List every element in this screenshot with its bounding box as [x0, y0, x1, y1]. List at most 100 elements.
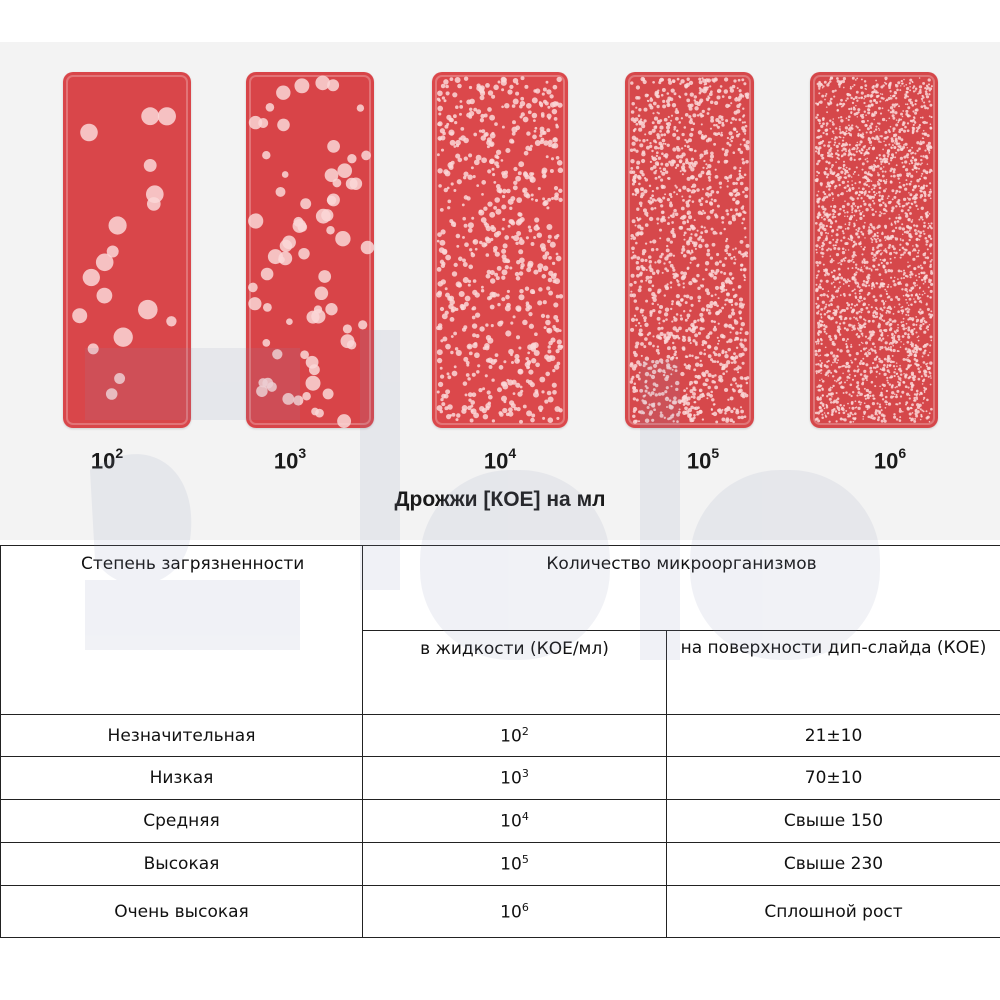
colony: [823, 207, 827, 211]
colony: [848, 187, 851, 190]
colony: [649, 311, 653, 315]
colony: [732, 294, 737, 299]
colony: [743, 226, 747, 230]
colony: [847, 115, 851, 119]
colony: [732, 420, 735, 424]
colony: [669, 162, 675, 167]
colony: [686, 77, 690, 81]
colony: [913, 196, 917, 201]
colony: [860, 190, 864, 195]
colony: [485, 83, 490, 88]
colony: [515, 125, 521, 131]
colony: [822, 211, 826, 214]
colony: [726, 212, 730, 216]
colony: [467, 392, 473, 398]
colony: [459, 100, 463, 103]
colony: [921, 186, 926, 190]
colony: [537, 187, 541, 191]
colony: [874, 345, 876, 348]
colony: [674, 350, 678, 354]
colony: [507, 198, 514, 205]
colony: [860, 341, 863, 344]
colony: [853, 225, 856, 228]
slide-label-2: 103: [230, 445, 350, 474]
colony: [455, 349, 462, 356]
colony: [912, 351, 915, 354]
colony: [929, 289, 933, 293]
colony: [856, 77, 859, 80]
colony: [825, 176, 829, 179]
colony: [473, 341, 478, 346]
colony: [828, 193, 832, 197]
colony: [443, 79, 449, 85]
colony: [728, 272, 733, 276]
colony: [724, 175, 728, 180]
colony: [662, 167, 667, 172]
colony: [870, 103, 874, 107]
colony: [637, 176, 642, 180]
colony: [873, 187, 876, 190]
colony: [649, 142, 652, 145]
colony: [870, 252, 874, 255]
colony: [851, 276, 854, 278]
colony: [825, 235, 828, 237]
colony: [853, 412, 857, 416]
row-level: Очень высокая: [0, 885, 363, 938]
colony: [693, 368, 697, 372]
colony: [854, 205, 857, 207]
colony: [645, 279, 648, 282]
colony: [302, 391, 311, 401]
colony: [823, 412, 826, 414]
colony: [913, 298, 915, 300]
colony: [463, 76, 469, 81]
colony: [929, 260, 932, 263]
colony: [701, 339, 706, 345]
colony: [876, 268, 879, 271]
colony: [356, 104, 365, 112]
colony: [884, 100, 887, 102]
colony: [739, 166, 742, 170]
colony: [923, 391, 926, 393]
colony: [715, 123, 718, 127]
colony: [833, 277, 838, 281]
colony: [685, 387, 688, 390]
colony: [825, 185, 828, 188]
colony: [823, 312, 827, 316]
colony: [451, 306, 457, 312]
colony: [528, 175, 534, 181]
colony: [898, 145, 902, 149]
colony: [683, 234, 686, 237]
colony: [709, 394, 713, 398]
colony: [906, 340, 910, 344]
colony: [899, 256, 902, 259]
colony: [693, 99, 697, 102]
colony: [717, 342, 720, 345]
colony: [847, 364, 851, 369]
colony: [815, 363, 818, 366]
label-base: 10: [686, 448, 712, 474]
colony: [489, 142, 494, 147]
colony: [659, 255, 663, 259]
colony: [850, 96, 853, 100]
colony: [846, 227, 850, 230]
colony: [857, 322, 860, 325]
colony: [886, 235, 890, 239]
colony: [908, 182, 912, 186]
colony: [487, 107, 492, 112]
colony: [899, 156, 904, 161]
colony: [635, 232, 640, 237]
colony: [507, 407, 513, 413]
colony: [738, 175, 743, 179]
colony: [649, 374, 652, 377]
colony: [854, 263, 858, 266]
colony: [901, 115, 904, 118]
colony: [917, 377, 921, 381]
colony: [901, 305, 904, 308]
colony: [915, 255, 918, 258]
colony: [725, 103, 730, 109]
colony: [657, 303, 659, 306]
colony: [921, 162, 923, 165]
colony: [856, 319, 859, 322]
colony: [853, 273, 857, 277]
colony: [666, 346, 671, 351]
